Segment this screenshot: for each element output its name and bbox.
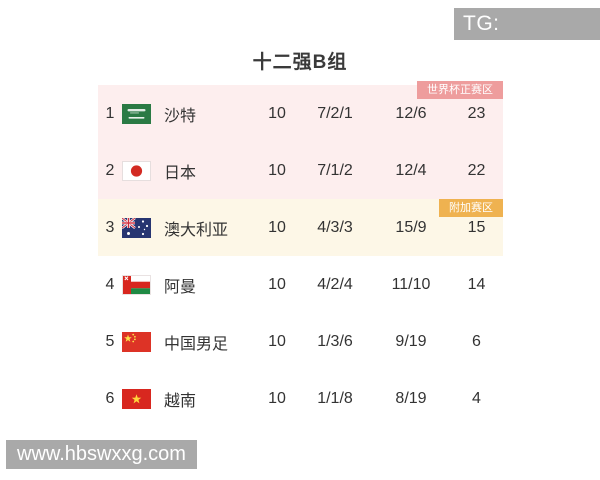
team-name: 澳大利亚 <box>164 221 229 239</box>
table-row: 3 澳大利亚 10 <box>98 199 503 256</box>
flag-oman-icon <box>122 274 156 295</box>
worldcup-zone-band: 世界杯正赛区 1 沙特 10 7/2/1 12/6 23 2 <box>98 81 503 199</box>
goals-for-against: 8/19 <box>395 389 427 407</box>
rank: 4 <box>105 275 115 293</box>
win-draw-loss: 7/1/2 <box>317 161 353 179</box>
worldcup-zone-badge: 世界杯正赛区 <box>417 81 503 99</box>
team-name: 中国男足 <box>164 335 229 353</box>
team-name: 越南 <box>164 392 197 410</box>
goals-for-against: 12/4 <box>395 161 427 179</box>
page-title: 十二强B组 <box>252 52 348 73</box>
playoff-zone-band: 附加赛区 3 <box>98 199 503 256</box>
win-draw-loss: 7/2/1 <box>317 104 353 122</box>
points: 14 <box>467 275 486 293</box>
points: 23 <box>467 104 486 122</box>
flag-australia-icon <box>122 217 156 238</box>
points: 6 <box>472 332 481 350</box>
table-row: 1 沙特 10 7/2/1 12/6 23 <box>98 85 503 142</box>
table-row: 4 阿曼 10 4/2/4 11/10 14 <box>98 256 503 313</box>
table-row: 5 中国男足 10 1/3/6 9/19 6 <box>98 313 503 370</box>
table-row: 2 日本 10 7/1/2 12/4 22 <box>98 142 503 199</box>
rank: 5 <box>105 332 115 350</box>
goals-for-against: 11/10 <box>391 275 431 293</box>
team-name: 阿曼 <box>164 278 197 296</box>
matches-played: 10 <box>268 161 286 179</box>
team-name: 沙特 <box>164 107 197 125</box>
flag-saudi-arabia-icon <box>122 103 156 124</box>
points: 15 <box>467 218 486 236</box>
goals-for-against: 12/6 <box>395 104 427 122</box>
rank: 3 <box>105 218 115 236</box>
matches-played: 10 <box>268 275 286 293</box>
matches-played: 10 <box>268 332 286 350</box>
rank: 6 <box>105 389 115 407</box>
goals-for-against: 15/9 <box>395 218 427 236</box>
points: 4 <box>472 389 481 407</box>
table-body: 4 阿曼 10 4/2/4 11/10 14 5 <box>98 256 503 427</box>
tg-contact-overlay: TG: MYYJJPP <box>454 8 600 67</box>
win-draw-loss: 4/2/4 <box>317 275 353 293</box>
goals-for-against: 9/19 <box>395 332 427 350</box>
flag-china-icon <box>122 331 156 352</box>
points: 22 <box>467 161 486 179</box>
rank: 1 <box>105 104 115 122</box>
flag-vietnam-icon <box>122 388 156 409</box>
playoff-zone-badge: 附加赛区 <box>439 199 503 217</box>
flag-japan-icon <box>122 160 156 181</box>
matches-played: 10 <box>268 104 286 122</box>
standings-table: 世界杯正赛区 1 沙特 10 7/2/1 12/6 23 2 <box>98 81 503 427</box>
site-watermark: www.hbswxxg.com <box>6 440 197 469</box>
win-draw-loss: 1/3/6 <box>317 332 353 350</box>
matches-played: 10 <box>268 389 286 407</box>
team-name: 日本 <box>164 164 197 182</box>
table-row: 6 越南 10 1/1/8 8/19 4 <box>98 370 503 427</box>
win-draw-loss: 4/3/3 <box>317 218 353 236</box>
matches-played: 10 <box>268 218 286 236</box>
win-draw-loss: 1/1/8 <box>317 389 353 407</box>
rank: 2 <box>105 161 115 179</box>
